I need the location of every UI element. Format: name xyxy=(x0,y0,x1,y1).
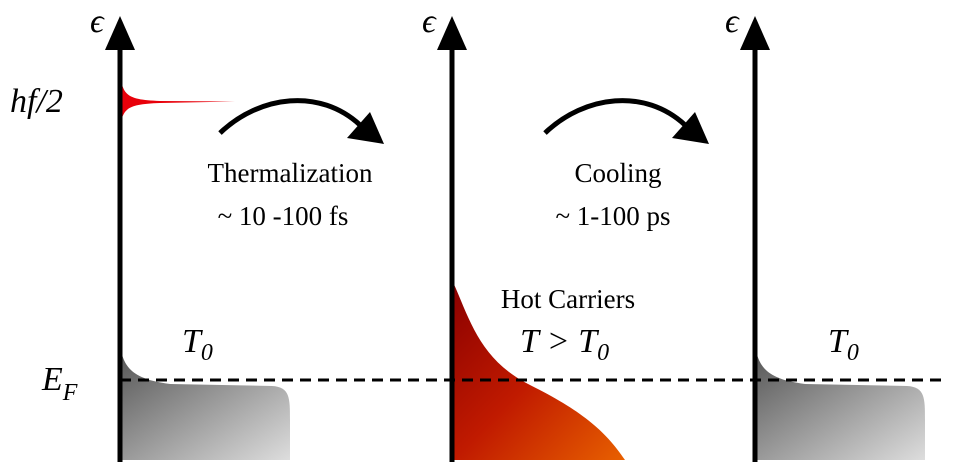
axis-label: ϵ xyxy=(422,3,437,40)
temperature-label: T > T0 xyxy=(520,323,609,366)
axis-label: ϵ xyxy=(725,3,740,40)
stage-title: Cooling xyxy=(574,158,661,188)
fermi-label-sub: F xyxy=(62,380,78,406)
process-arrowhead xyxy=(347,112,384,144)
stage-title: Thermalization xyxy=(208,158,373,188)
hot-carriers-caption: Hot Carriers xyxy=(501,284,635,314)
temperature-label: T0 xyxy=(182,323,213,366)
temperature-base: T > T xyxy=(520,323,599,360)
hot-carrier-distribution xyxy=(453,282,625,460)
process-arrow xyxy=(218,98,362,135)
fermi-distribution xyxy=(756,350,925,460)
axes xyxy=(117,40,758,462)
temperature-base: T xyxy=(182,323,203,360)
stage-time: ~ 1-100 ps xyxy=(555,201,670,231)
fermi-label: EF xyxy=(41,361,78,406)
fermi-distribution xyxy=(121,350,290,460)
process-arrow xyxy=(543,98,687,135)
axis-label: ϵ xyxy=(90,3,105,40)
temperature-sub: 0 xyxy=(201,340,213,366)
photon-spike xyxy=(121,80,235,122)
temperature-base: T xyxy=(828,323,849,360)
photon-energy-label: hf/2 xyxy=(10,83,63,120)
temperature-sub: 0 xyxy=(847,340,859,366)
axis-arrowheads xyxy=(105,16,770,50)
stage-time: ~ 10 -100 fs xyxy=(218,201,349,231)
temperature-label: T0 xyxy=(828,323,859,366)
temperature-sub: 0 xyxy=(597,340,609,366)
fermi-label-base: E xyxy=(41,361,63,398)
process-arrowhead xyxy=(672,112,709,144)
